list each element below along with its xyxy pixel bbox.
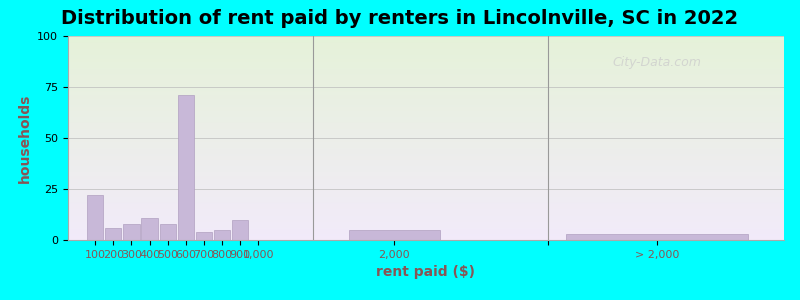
Bar	[142, 218, 158, 240]
Y-axis label: households: households	[18, 93, 32, 183]
Bar	[87, 195, 103, 240]
Text: City-Data.com: City-Data.com	[612, 56, 701, 69]
Bar	[566, 234, 748, 240]
Bar	[349, 230, 439, 240]
Text: Distribution of rent paid by renters in Lincolnville, SC in 2022: Distribution of rent paid by renters in …	[62, 9, 738, 28]
Bar	[159, 224, 176, 240]
Bar	[178, 95, 194, 240]
Bar	[214, 230, 230, 240]
Bar	[123, 224, 139, 240]
Bar	[196, 232, 212, 240]
X-axis label: rent paid ($): rent paid ($)	[377, 265, 475, 279]
Bar	[232, 220, 248, 240]
Bar	[105, 228, 122, 240]
